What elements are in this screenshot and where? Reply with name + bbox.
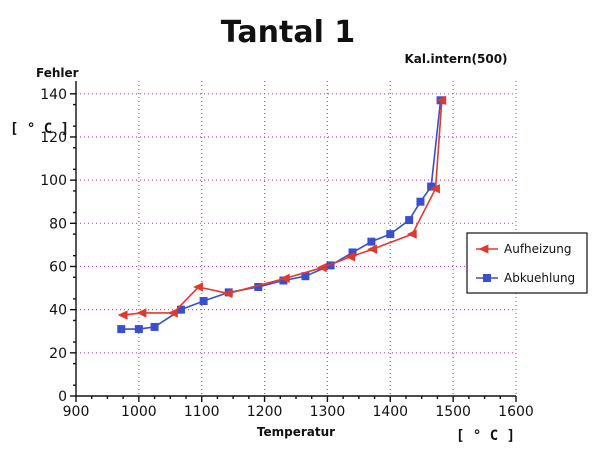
x-tick-label: 1200 — [247, 404, 283, 420]
data-point-abkuehlung — [326, 261, 335, 270]
y-axis-label: Fehler — [36, 66, 79, 80]
data-point-abkuehlung — [254, 282, 263, 291]
data-point-abkuehlung — [301, 272, 310, 281]
data-point-aufheizung — [367, 244, 378, 254]
data-point-abkuehlung — [134, 325, 143, 334]
plot-area — [117, 95, 447, 334]
legend-label-abkuehlung: Abkuehlung — [504, 271, 575, 285]
data-point-abkuehlung — [199, 297, 208, 306]
axes — [70, 81, 517, 402]
x-axis-unit: [ ° C ] — [456, 428, 515, 444]
y-axis-unit: [ ° C ] — [10, 121, 69, 137]
legend-label-aufheizung: Aufheizung — [504, 242, 572, 256]
data-point-abkuehlung — [348, 248, 357, 257]
data-point-abkuehlung — [405, 216, 414, 225]
data-point-abkuehlung — [176, 305, 185, 314]
data-point-aufheizung — [136, 308, 147, 318]
legend-marker-aufheizung — [478, 244, 489, 254]
data-point-aufheizung — [345, 252, 356, 262]
data-point-abkuehlung — [386, 230, 395, 239]
data-point-aufheizung — [316, 262, 327, 273]
legend: Aufheizung Abkuehlung — [466, 232, 588, 294]
legend-box — [466, 232, 588, 294]
data-point-aufheizung — [279, 273, 290, 284]
data-point-abkuehlung — [367, 237, 376, 246]
x-tick-label: 1400 — [372, 404, 408, 420]
x-axis-label: Temperatur — [257, 425, 335, 439]
y-tick-label: 20 — [49, 346, 67, 362]
x-tick-label: 1600 — [498, 404, 534, 420]
data-point-abkuehlung — [150, 322, 159, 331]
x-tick-label: 900 — [63, 404, 90, 420]
data-point-abkuehlung — [416, 197, 425, 206]
calibration-note: Kal.intern(500) — [404, 52, 507, 66]
grid — [76, 81, 517, 396]
y-tick-label: 140 — [40, 87, 67, 103]
data-point-abkuehlung — [279, 276, 288, 285]
data-point-aufheizung — [117, 310, 128, 320]
x-ticks: 900 1000 1100 1200 1300 1400 1500 1600 — [63, 404, 534, 420]
series-line-abkuehlung — [121, 100, 442, 330]
x-tick-label: 1500 — [435, 404, 471, 420]
y-tick-label: 120 — [40, 130, 67, 146]
data-point-aufheizung — [436, 95, 447, 105]
y-tick-label: 40 — [49, 303, 67, 319]
y-tick-label: 0 — [58, 389, 67, 405]
legend-marker-abkuehlung — [483, 274, 491, 282]
x-tick-label: 1100 — [184, 404, 220, 420]
y-tick-label: 80 — [49, 216, 67, 232]
data-point-aufheizung — [193, 282, 203, 292]
data-point-abkuehlung — [427, 182, 436, 191]
y-ticks: 0 20 40 60 80 100 120 140 — [40, 87, 67, 405]
chart-title: Tantal 1 — [221, 15, 355, 50]
data-point-aufheizung — [167, 308, 178, 318]
data-point-abkuehlung — [117, 325, 126, 334]
x-tick-label: 1000 — [121, 404, 157, 420]
y-tick-label: 100 — [40, 173, 67, 189]
data-point-aufheizung — [406, 229, 417, 239]
data-point-aufheizung — [430, 184, 440, 194]
data-point-aufheizung — [222, 288, 233, 299]
y-tick-label: 60 — [49, 259, 67, 275]
x-tick-label: 1300 — [310, 404, 346, 420]
